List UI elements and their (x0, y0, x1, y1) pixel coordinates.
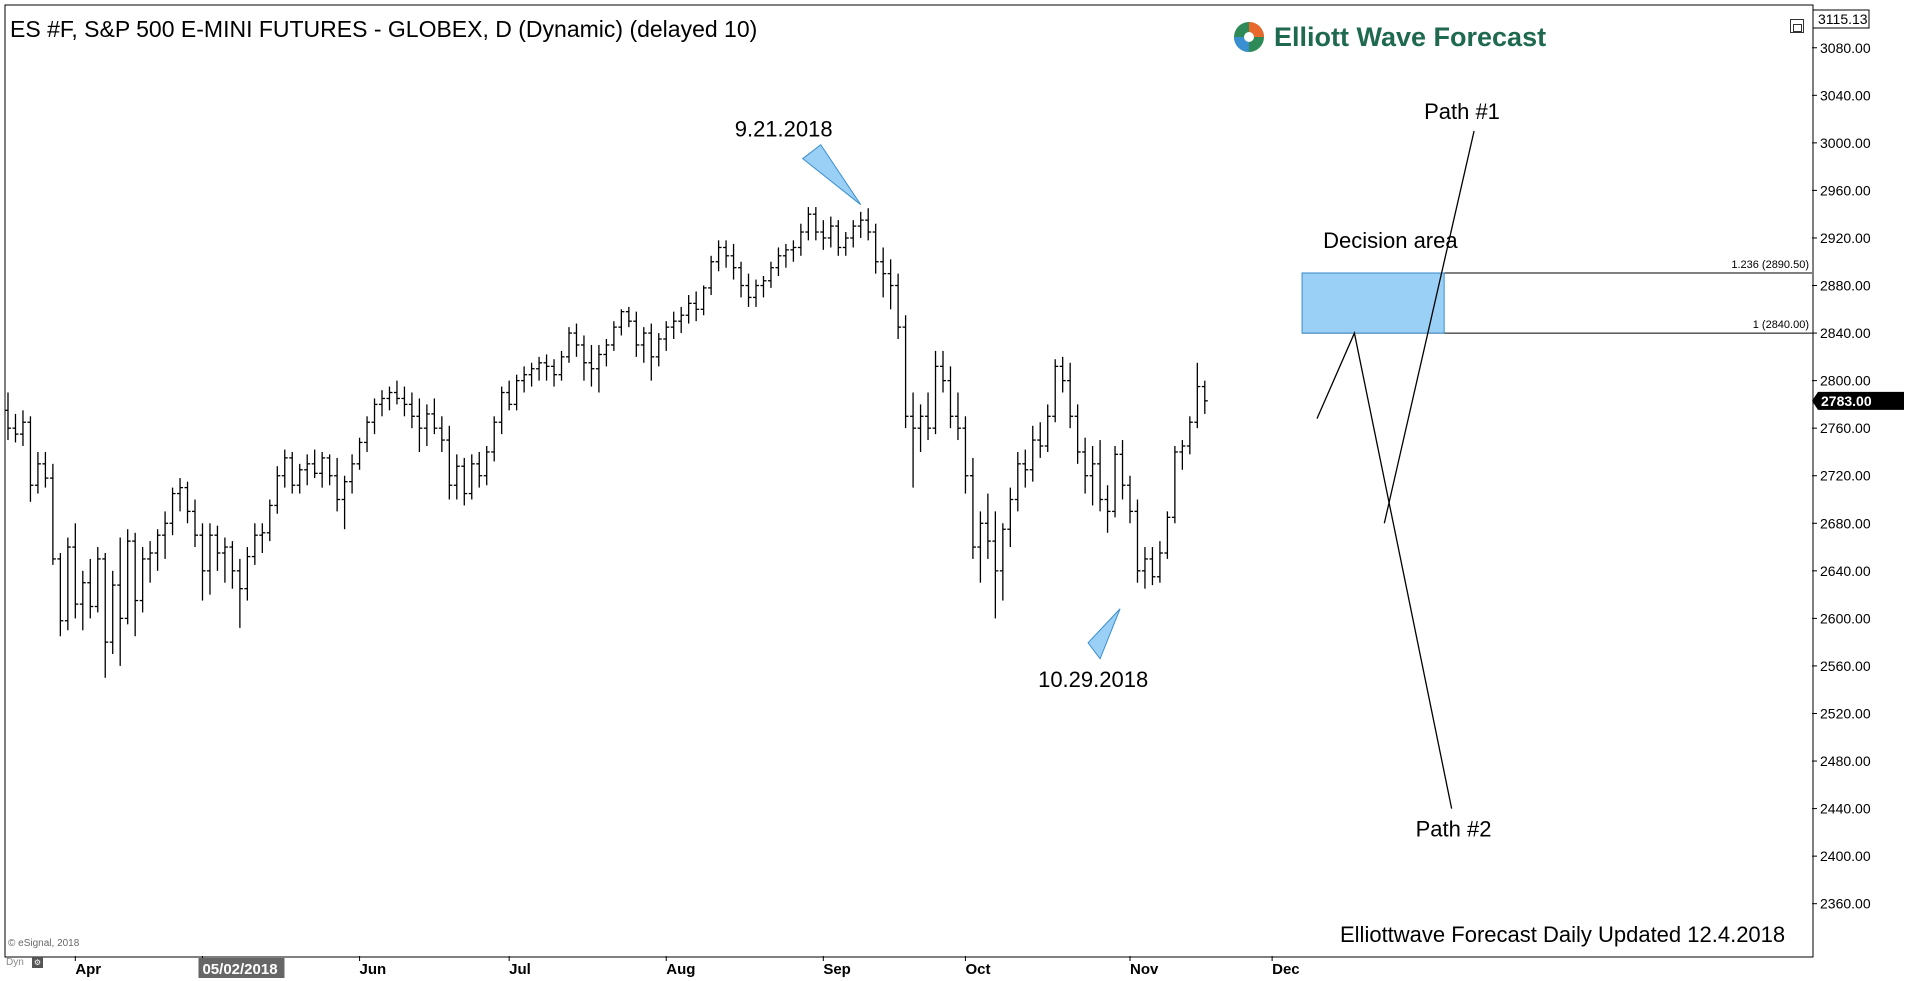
dyn-label[interactable]: Dyn (6, 957, 24, 968)
y-tick-label: 2720.00 (1820, 468, 1871, 484)
x-tick-label: Dec (1272, 961, 1300, 978)
footer-updated: Elliottwave Forecast Daily Updated 12.4.… (1340, 922, 1786, 947)
y-top-label: 3115.13 (1818, 11, 1868, 27)
y-axis: 3080.00 3040.00 3000.00 2960.00 2920.00 2880.… (1812, 9, 1904, 912)
x-tick-label: 05/02/2018 (202, 961, 277, 978)
y-tick-label: 2560.00 (1820, 658, 1871, 674)
y-tick-label: 2400.00 (1820, 848, 1871, 864)
decision-area-label: Decision area (1323, 228, 1458, 253)
x-tick-label: Jun (360, 961, 387, 978)
y-tick-label: 2840.00 (1820, 325, 1871, 341)
path-2-line (1316, 330, 1453, 809)
x-tick-label: Sep (823, 961, 851, 978)
y-tick-label: 2800.00 (1820, 373, 1871, 389)
chart-title: ES #F, S&P 500 E-MINI FUTURES - GLOBEX, … (10, 16, 758, 42)
decision-area-box (1301, 272, 1445, 334)
path-2-label: Path #2 (1416, 817, 1492, 842)
x-highlight-box (198, 958, 285, 978)
fib-label: 1 (2840.00) (1753, 319, 1809, 331)
y-tick-label: 2440.00 (1820, 801, 1871, 817)
y-tick-label: 3000.00 (1820, 135, 1871, 151)
y-tick-label: 2880.00 (1820, 278, 1871, 294)
y-tick-label: 2360.00 (1820, 896, 1871, 912)
y-tick-label: 2640.00 (1820, 563, 1871, 579)
path-1-line (1383, 130, 1475, 524)
annotations: 1.236 (2890.50) 1 (2840.00) Decision area P… (735, 99, 1812, 842)
bottom-marker-arrow (1087, 608, 1121, 660)
fib-label: 1.236 (2890.50) (1731, 259, 1809, 271)
top-marker-label: 9.21.2018 (735, 117, 833, 142)
x-tick-label: Apr (75, 961, 101, 978)
y-tick-label: 2520.00 (1820, 705, 1871, 721)
y-tick-label: 3040.00 (1820, 87, 1871, 103)
x-tick-label: Nov (1130, 961, 1159, 978)
y-tick-label: 2960.00 (1820, 182, 1871, 198)
price-bars (5, 207, 1208, 678)
y-tick-label: 2920.00 (1820, 230, 1871, 246)
y-tick-label: 2760.00 (1820, 420, 1871, 436)
x-tick-label: Jul (509, 961, 531, 978)
logo-text: Elliott Wave Forecast (1274, 21, 1547, 52)
y-tick-label: 2680.00 (1820, 515, 1871, 531)
path-1-label: Path #1 (1424, 99, 1500, 124)
top-marker-arrow (801, 143, 862, 206)
settings-icon[interactable]: ⚙ (32, 957, 43, 968)
plot-border (4, 4, 1814, 958)
logo-icon (1234, 22, 1264, 52)
restore-window-icon[interactable] (1790, 19, 1804, 33)
x-tick-label: Aug (666, 961, 695, 978)
last-price-label: 2783.00 (1821, 393, 1872, 409)
last-price-box (1812, 391, 1904, 410)
y-tick-label: 3080.00 (1820, 40, 1871, 56)
bottom-marker-label: 10.29.2018 (1038, 667, 1148, 692)
copyright-label: © eSignal, 2018 (8, 938, 80, 949)
x-axis: Apr 05/02/2018 Jun Jul Aug Sep Oct Nov Dec (74, 956, 1300, 978)
x-tick-label: Oct (965, 961, 990, 978)
y-tick-label: 2480.00 (1820, 753, 1871, 769)
brand-logo: Elliott Wave Forecast (1232, 18, 1546, 56)
y-top-box (1812, 9, 1870, 29)
y-tick-label: 2600.00 (1820, 610, 1871, 626)
